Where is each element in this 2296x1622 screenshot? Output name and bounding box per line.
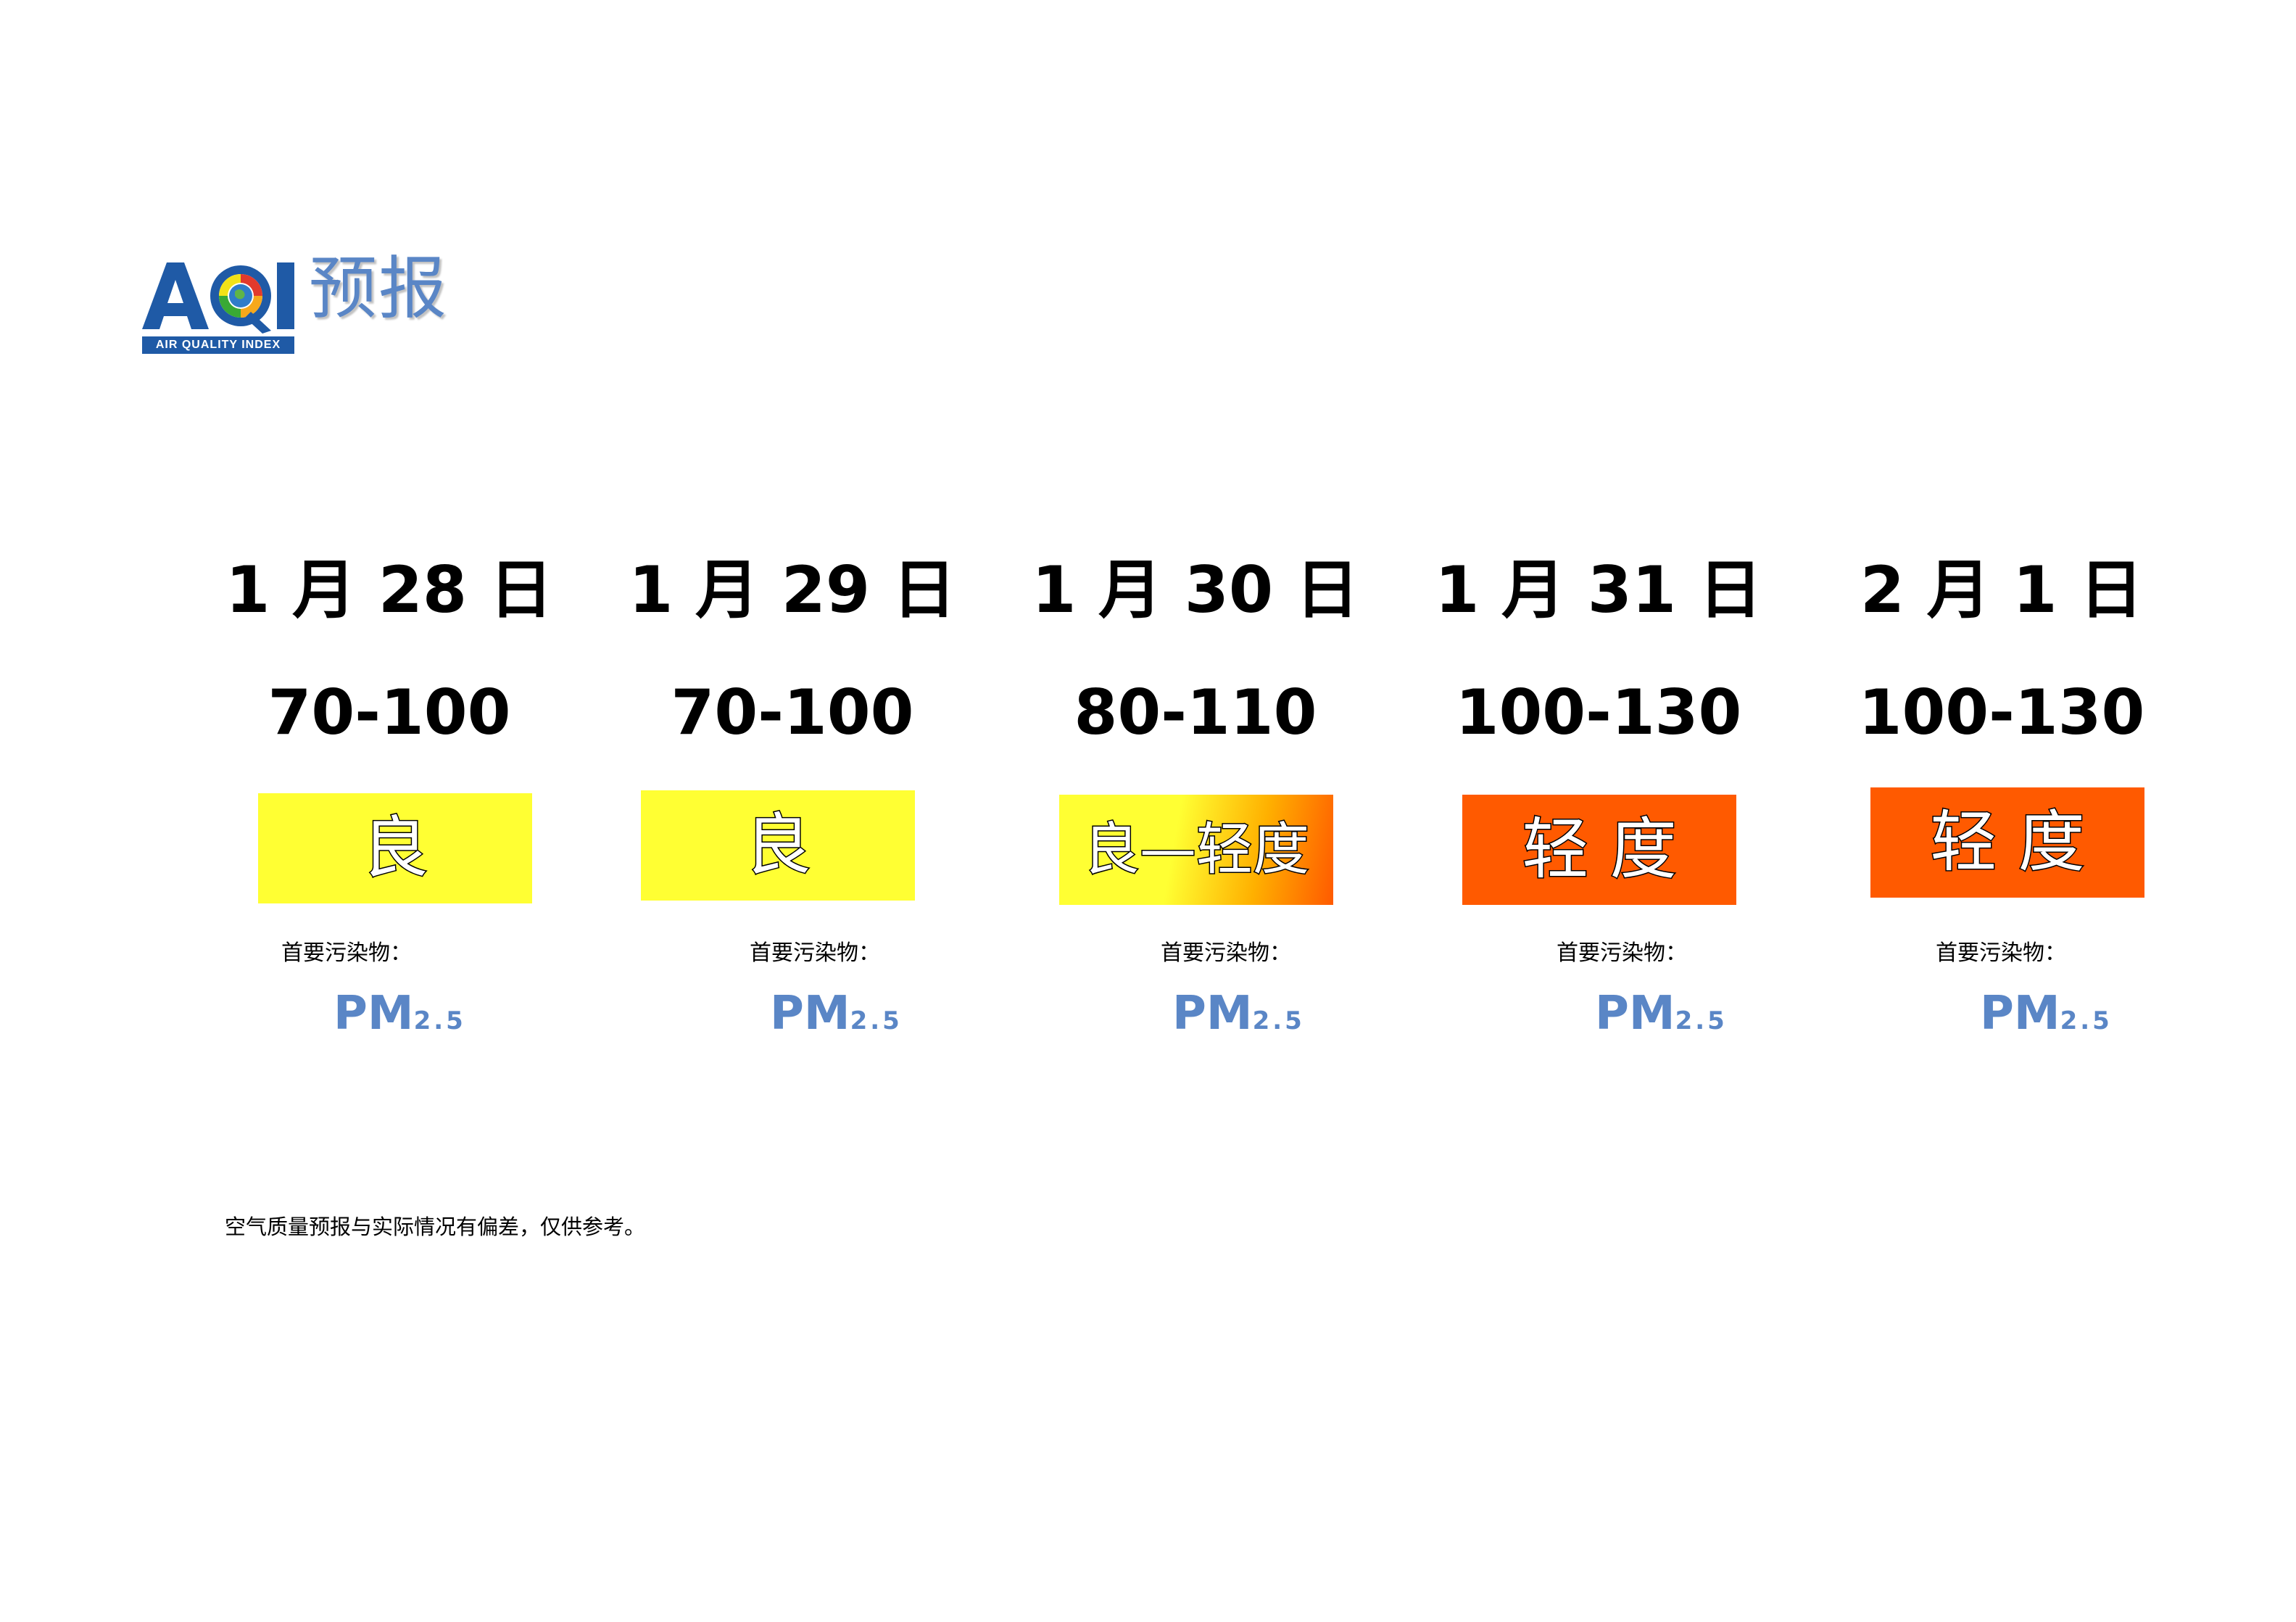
pollutant-name: PM: [1980, 987, 2060, 1040]
aqi-level-badge: 良—轻度: [1059, 795, 1333, 905]
primary-pollutant: PM2.5: [1172, 990, 1305, 1037]
pollutant-name: PM: [1595, 987, 1675, 1040]
pollutant-name: PM: [1172, 987, 1253, 1040]
forecast-date: 1 月 29 日: [629, 553, 956, 627]
aqi-level-badge: 轻 度: [1462, 795, 1736, 905]
primary-pollutant-label: 首要污染物：: [1557, 940, 1687, 966]
primary-pollutant: PM2.5: [1980, 990, 2113, 1037]
aqi-level-label: 轻 度: [1521, 811, 1678, 888]
primary-pollutant: PM2.5: [770, 990, 903, 1037]
aqi-level-label: 轻 度: [1929, 803, 2086, 881]
aqi-range: 70-100: [268, 676, 511, 749]
aqi-logo: AIR QUALITY INDEX: [142, 258, 447, 357]
aqi-level-badge: 良: [641, 790, 915, 901]
aqi-logo-icon: [142, 262, 294, 354]
pollutant-subscript: 2.5: [1675, 1006, 1728, 1035]
pollutant-name: PM: [333, 987, 414, 1040]
aqi-logo-subtitle: AIR QUALITY INDEX: [155, 339, 281, 351]
aqi-level-label: 良: [360, 809, 429, 887]
aqi-range: 100-130: [1455, 676, 1742, 749]
primary-pollutant-label: 首要污染物：: [281, 940, 412, 966]
primary-pollutant: PM2.5: [1595, 990, 1728, 1037]
primary-pollutant-label: 首要污染物：: [1936, 940, 2066, 966]
logo-title: 预报: [309, 249, 449, 328]
forecast-date: 1 月 28 日: [225, 553, 553, 627]
pollutant-subscript: 2.5: [1252, 1006, 1305, 1035]
disclaimer-note: 空气质量预报与实际情况有偏差，仅供参考。: [225, 1215, 646, 1239]
aqi-range: 80-110: [1074, 676, 1317, 749]
pollutant-subscript: 2.5: [413, 1006, 466, 1035]
pollutant-subscript: 2.5: [850, 1006, 903, 1035]
pollutant-subscript: 2.5: [2060, 1006, 2113, 1035]
forecast-date: 2 月 1 日: [1860, 553, 2144, 627]
aqi-level-label: 良: [743, 806, 812, 884]
primary-pollutant: PM2.5: [333, 990, 466, 1037]
aqi-level-badge: 轻 度: [1870, 787, 2144, 898]
aqi-range: 100-130: [1858, 676, 2145, 749]
primary-pollutant-label: 首要污染物：: [750, 940, 880, 966]
primary-pollutant-label: 首要污染物：: [1161, 940, 1291, 966]
forecast-date: 1 月 31 日: [1435, 553, 1762, 627]
forecast-date: 1 月 30 日: [1032, 553, 1359, 627]
aqi-level-badge: 良: [258, 793, 532, 903]
aqi-level-label: 良—轻度: [1082, 817, 1310, 882]
pollutant-name: PM: [770, 987, 850, 1040]
aqi-range: 70-100: [671, 676, 914, 749]
